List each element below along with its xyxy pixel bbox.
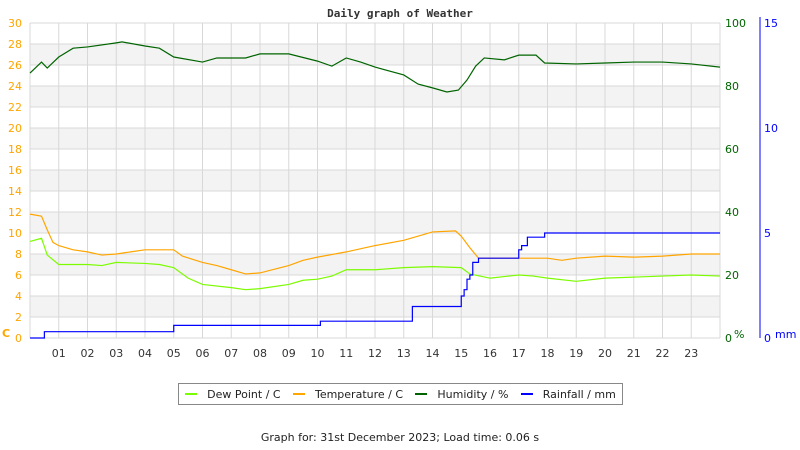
- series-line-rainfall: [30, 232, 720, 339]
- x-tick-label: 10: [311, 347, 325, 360]
- y-axis-label-left: C: [2, 327, 10, 340]
- y-tick-label-rainfall: 0: [764, 332, 771, 345]
- y-tick-label-left: 14: [8, 185, 22, 198]
- y-axis-label-humidity: %: [734, 328, 744, 341]
- y-tick-label-left: 12: [8, 206, 22, 219]
- y-tick-label-left: 16: [8, 164, 22, 177]
- legend-swatch: [520, 393, 533, 395]
- y-tick-label-left: 2: [15, 311, 22, 324]
- legend-label: Rainfall / mm: [542, 387, 616, 401]
- legend-swatch: [185, 393, 198, 395]
- x-tick-label: 11: [339, 347, 353, 360]
- x-tick-label: 09: [282, 347, 296, 360]
- y-tick-label-left: 8: [15, 248, 22, 261]
- x-tick-label: 05: [167, 347, 181, 360]
- y-tick-label-humidity: 100: [725, 17, 746, 30]
- x-tick-label: 17: [512, 347, 526, 360]
- y-axis-label-rainfall: mm: [775, 328, 796, 341]
- x-tick-label: 16: [483, 347, 497, 360]
- y-tick-label-left: 10: [8, 227, 22, 240]
- x-tick-label: 19: [569, 347, 583, 360]
- y-tick-label-left: 24: [8, 80, 22, 93]
- x-tick-label: 14: [426, 347, 440, 360]
- x-tick-label: 06: [196, 347, 210, 360]
- legend-label: Dew Point / C: [207, 387, 281, 401]
- series-line-dew: [29, 237, 721, 291]
- y-tick-label-rainfall: 5: [764, 227, 771, 240]
- footer-status: Graph for: 31st December 2023; Load time…: [260, 431, 540, 444]
- y-tick-label-humidity: 20: [725, 269, 739, 282]
- x-tick-label: 12: [368, 347, 382, 360]
- y-tick-label-left: 26: [8, 59, 22, 72]
- legend-swatch: [415, 393, 428, 395]
- legend-label: Temperature / C: [314, 387, 404, 401]
- x-tick-label: 03: [109, 347, 123, 360]
- y-tick-label-left: 28: [8, 38, 22, 51]
- legend: Dew Point / C Temperature / C Humidity /…: [178, 383, 623, 405]
- x-tick-label: 02: [81, 347, 95, 360]
- x-tick-label: 04: [138, 347, 152, 360]
- y-tick-label-left: 18: [8, 143, 22, 156]
- x-tick-label: 08: [253, 347, 267, 360]
- x-tick-label: 23: [684, 347, 698, 360]
- x-tick-label: 01: [52, 347, 66, 360]
- y-tick-label-rainfall: 15: [764, 17, 778, 30]
- x-tick-label: 22: [656, 347, 670, 360]
- chart-title: Daily graph of Weather: [327, 7, 473, 20]
- y-tick-label-humidity: 0: [725, 332, 732, 345]
- x-tick-label: 07: [224, 347, 238, 360]
- y-tick-label-humidity: 80: [725, 80, 739, 93]
- y-tick-label-left: 22: [8, 101, 22, 114]
- y-tick-label-left: 0: [15, 332, 22, 345]
- legend-item-rainfall: Rainfall / mm: [520, 387, 616, 401]
- legend-item-dew-point: Dew Point / C: [185, 387, 281, 401]
- x-tick-label: 21: [627, 347, 641, 360]
- series-line-temperature: [29, 213, 720, 275]
- y-tick-label-rainfall: 10: [764, 122, 778, 135]
- x-tick-label: 15: [454, 347, 468, 360]
- legend-label: Humidity / %: [437, 387, 509, 401]
- y-tick-label-humidity: 60: [725, 143, 739, 156]
- x-tick-label: 13: [397, 347, 411, 360]
- legend-item-humidity: Humidity / %: [415, 388, 508, 401]
- y-tick-label-humidity: 40: [725, 206, 739, 219]
- x-tick-label: 18: [541, 347, 555, 360]
- y-tick-label-left: 4: [15, 290, 22, 303]
- y-tick-label-left: 6: [15, 269, 22, 282]
- y-tick-label-left: 30: [8, 17, 22, 30]
- y-tick-label-left: 20: [8, 122, 22, 135]
- series-line-humidity: [29, 41, 721, 93]
- x-tick-label: 20: [598, 347, 612, 360]
- legend-item-temperature: Temperature / C: [292, 387, 404, 401]
- legend-swatch: [292, 393, 305, 395]
